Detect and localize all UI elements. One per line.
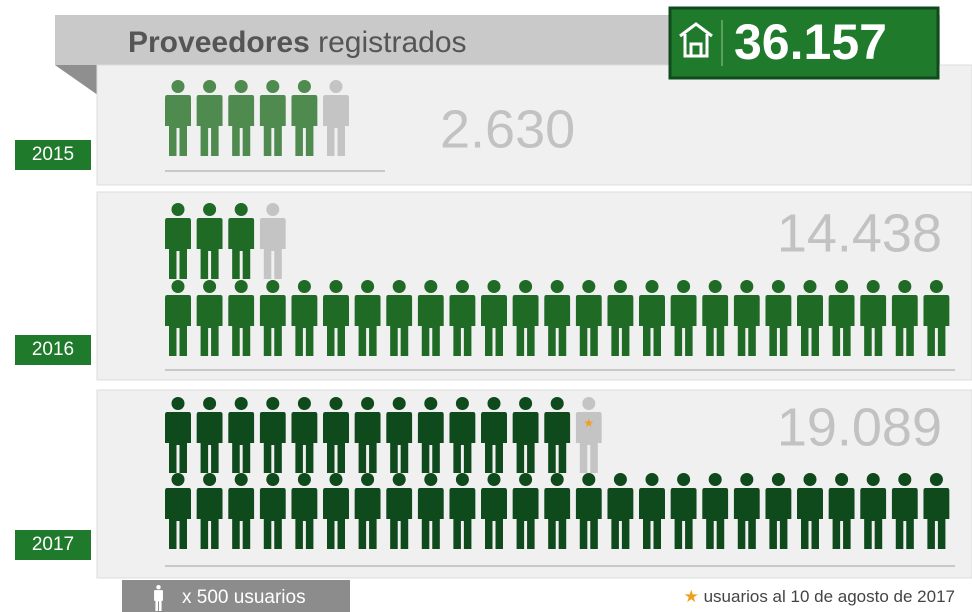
year-tag — [15, 140, 91, 170]
title-main: Proveedores — [128, 26, 310, 59]
icon-star: ★ — [583, 416, 594, 430]
footnote: ★ usuarios al 10 de agosto de 2017 — [684, 587, 955, 606]
footnote-star: ★ — [684, 587, 704, 606]
legend-label: x 500 usuarios — [182, 587, 306, 608]
value-label: 19.089 — [777, 397, 942, 457]
house-icon — [679, 22, 713, 58]
title-suffix: registrados — [318, 26, 466, 59]
year-tag — [15, 335, 91, 365]
year-label: 2016 — [32, 339, 74, 360]
title: Proveedores registrados — [128, 26, 467, 59]
banner-fold — [55, 65, 105, 100]
value-label: 14.438 — [777, 203, 942, 263]
year-label: 2017 — [32, 534, 74, 555]
year-tag — [15, 530, 91, 560]
footnote-text: usuarios al 10 de agosto de 2017 — [704, 587, 955, 606]
total-box — [668, 6, 940, 80]
year-label: 2015 — [32, 144, 74, 165]
total-value: 36.157 — [734, 14, 887, 70]
value-label: 2.630 — [440, 99, 575, 159]
